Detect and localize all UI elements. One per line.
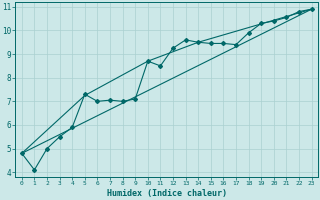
X-axis label: Humidex (Indice chaleur): Humidex (Indice chaleur)	[107, 189, 227, 198]
